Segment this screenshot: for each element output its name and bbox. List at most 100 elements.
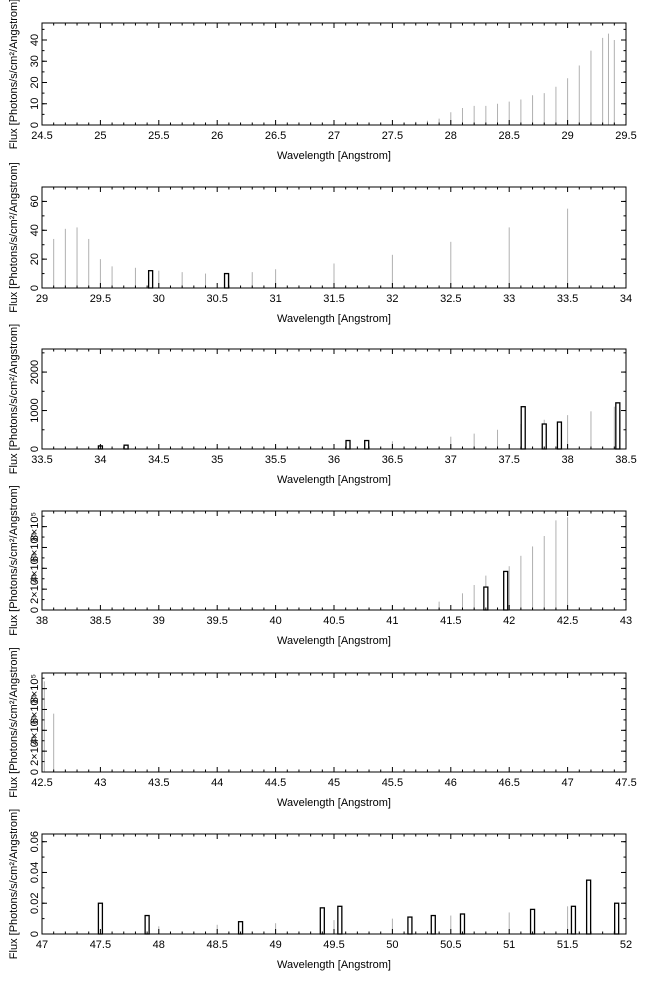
x-tick-label: 45.5 [382, 777, 403, 789]
x-tick-label: 43 [94, 777, 106, 789]
x-tick-label: 41 [386, 615, 398, 627]
line-marker [483, 586, 489, 611]
x-tick-label: 34.5 [148, 454, 169, 466]
y-axis-label: Flux [Photons/s/cm²/Angstrom] [8, 809, 20, 959]
x-tick-label: 38.5 [615, 454, 636, 466]
plot-frame [41, 833, 627, 935]
x-tick-label: 34 [620, 293, 632, 305]
x-tick-label: 50.5 [440, 939, 461, 951]
x-tick-label: 29.5 [90, 293, 111, 305]
x-tick-label: 49.5 [323, 939, 344, 951]
plot-frame [41, 22, 627, 126]
line-marker [585, 879, 592, 935]
line-marker [147, 270, 154, 289]
line-marker [364, 439, 370, 450]
x-tick-label: 48 [153, 939, 165, 951]
x-tick-label: 47 [36, 939, 48, 951]
y-tick-label: 6×10⁵ [29, 533, 41, 562]
x-tick-label: 36.5 [382, 454, 403, 466]
x-tick-label: 36 [328, 454, 340, 466]
x-tick-label: 38 [36, 615, 48, 627]
x-tick-label: 35 [211, 454, 223, 466]
line-marker [541, 423, 547, 450]
x-tick-label: 35.5 [265, 454, 286, 466]
x-tick-label: 42.5 [31, 777, 52, 789]
x-tick-label: 28 [445, 130, 457, 142]
x-tick-label: 39 [153, 615, 165, 627]
line-marker [144, 914, 150, 935]
line-marker [570, 905, 577, 935]
y-tick-label: 0.06 [29, 831, 41, 852]
x-tick-label: 29 [561, 130, 573, 142]
x-tick-label: 33 [503, 293, 515, 305]
x-tick-label: 38 [561, 454, 573, 466]
y-tick-label: 2×10⁵ [29, 736, 41, 765]
line-marker [615, 402, 621, 450]
x-tick-label: 44 [211, 777, 223, 789]
y-tick-label: 40 [29, 224, 41, 236]
panel-5: 42.5 43 43.5 44 44.5 45 45.5 46 46.5 47 47.5 0 2×10⁵… [8, 647, 637, 809]
line-marker [520, 406, 526, 450]
x-tick-label: 37.5 [498, 454, 519, 466]
x-tick-label: 43 [620, 615, 632, 627]
x-axis-label: Wavelength [Angstrom] [277, 797, 391, 809]
line-marker [503, 570, 509, 611]
x-tick-label: 33.5 [557, 293, 578, 305]
x-tick-label: 25 [94, 130, 106, 142]
y-tick-label: 0.02 [29, 893, 41, 914]
x-tick-label: 45 [328, 777, 340, 789]
x-tick-label: 25.5 [148, 130, 169, 142]
y-tick-label: 10 [29, 98, 41, 110]
x-tick-label: 42 [503, 615, 515, 627]
series-lines [147, 270, 230, 289]
x-tick-label: 40 [269, 615, 281, 627]
line-marker [407, 916, 413, 935]
x-tick-label: 27 [328, 130, 340, 142]
line-marker [459, 913, 466, 935]
panel-3: 33.5 34 34.5 35 35.5 36 36.5 37 37.5 38 38.5 0 1000 2… [8, 324, 637, 486]
y-tick-label: 0.04 [29, 862, 41, 883]
x-tick-label: 47.5 [90, 939, 111, 951]
line-marker [345, 439, 351, 450]
y-axis-label: Flux [Photons/s/cm²/Angstrom] [8, 324, 20, 474]
x-tick-label: 31 [269, 293, 281, 305]
series-lines [97, 879, 620, 935]
series-lines [483, 570, 509, 611]
x-tick-label: 24.5 [31, 130, 52, 142]
x-tick-label: 26.5 [265, 130, 286, 142]
panel-2: 29 29.5 30 30.5 31 31.5 32 32.5 33 33.5 34 0 20 40 60 W… [8, 162, 632, 325]
x-tick-label: 47 [561, 777, 573, 789]
y-axis-label: Flux [Photons/s/cm²/Angstrom] [8, 162, 20, 312]
y-tick-label: 60 [29, 195, 41, 207]
x-tick-label: 29.5 [615, 130, 636, 142]
x-tick-label: 44.5 [265, 777, 286, 789]
y-tick-label: 1000 [29, 398, 41, 422]
y-tick-label: 0 [29, 769, 41, 775]
y-tick-label: 0 [29, 931, 41, 937]
y-tick-label: 20 [29, 253, 41, 265]
x-tick-label: 42.5 [557, 615, 578, 627]
x-tick-label: 43.5 [148, 777, 169, 789]
y-tick-label: 4×10⁵ [29, 554, 41, 583]
plot-frame [41, 510, 627, 611]
y-tick-label: 2×10⁵ [29, 574, 41, 603]
y-tick-label: 6×10⁵ [29, 695, 41, 724]
x-tick-label: 37 [445, 454, 457, 466]
line-marker [123, 444, 129, 450]
y-axis-label: Flux [Photons/s/cm²/Angstrom] [8, 485, 20, 635]
y-tick-label: 0 [29, 607, 41, 613]
x-axis-label: Wavelength [Angstrom] [277, 635, 391, 647]
line-marker [223, 272, 230, 289]
series-errorbars [41, 195, 627, 288]
x-axis-label: Wavelength [Angstrom] [277, 313, 391, 325]
x-axis-label: Wavelength [Angstrom] [277, 150, 391, 162]
x-tick-label: 51.5 [557, 939, 578, 951]
y-tick-label: 8×10⁵ [29, 512, 41, 541]
line-marker [430, 914, 436, 935]
x-tick-label: 40.5 [323, 615, 344, 627]
x-tick-label: 28.5 [498, 130, 519, 142]
x-tick-label: 31.5 [323, 293, 344, 305]
x-tick-label: 30.5 [206, 293, 227, 305]
x-tick-label: 52 [620, 939, 632, 951]
